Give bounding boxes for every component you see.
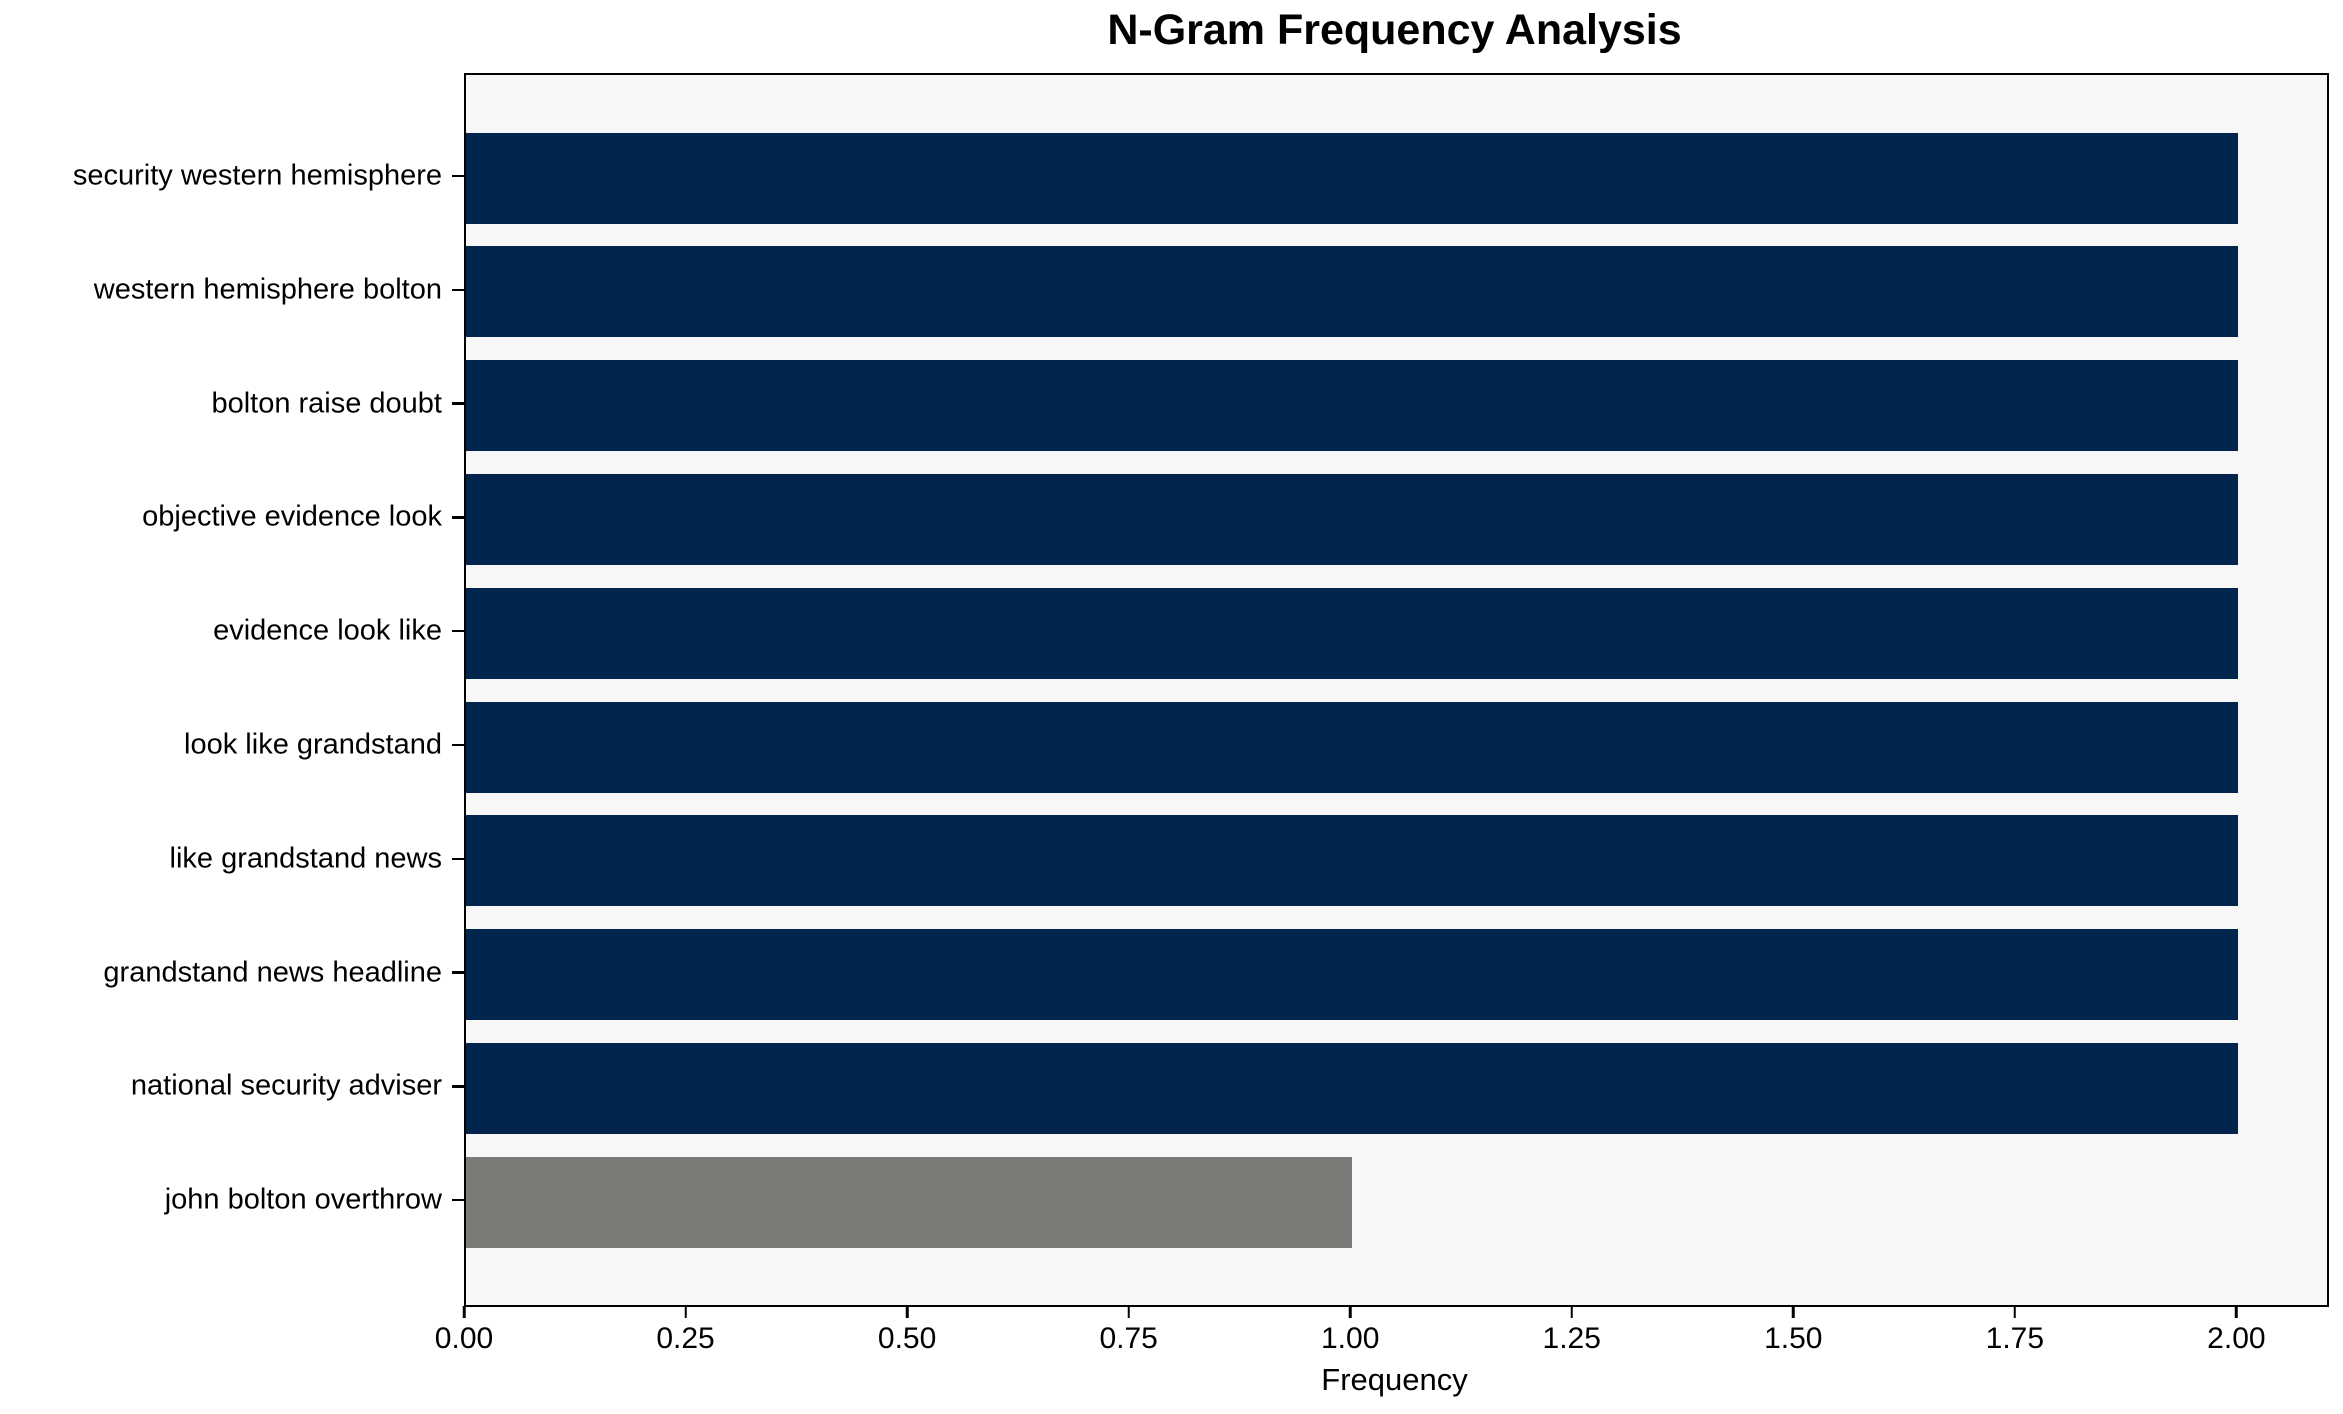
bar: [466, 929, 2239, 1021]
chart-title: N-Gram Frequency Analysis: [1107, 6, 1682, 54]
bar: [466, 701, 2239, 793]
x-tick-label: 0.00: [434, 1322, 494, 1355]
y-tick-mark: [452, 1085, 464, 1088]
y-tick-mark: [452, 857, 464, 861]
x-tick-label: 1.75: [1985, 1322, 2045, 1355]
y-tick-mark: [452, 402, 464, 405]
x-tick-mark: [462, 1305, 466, 1318]
plot-area: [464, 73, 2329, 1307]
x-tick-label: 2.00: [2207, 1322, 2266, 1355]
y-tick-label: objective evidence look: [142, 500, 442, 533]
x-tick-label: 0.25: [656, 1322, 715, 1355]
y-tick-label: bolton raise doubt: [211, 387, 442, 420]
x-tick-mark: [905, 1305, 909, 1318]
x-tick-mark: [2235, 1305, 2238, 1318]
y-tick-label: grandstand news headline: [103, 956, 442, 989]
y-tick-mark: [452, 174, 464, 178]
x-tick-mark: [2013, 1305, 2017, 1318]
x-tick-label: 1.00: [1320, 1322, 1380, 1355]
y-tick-label: security western hemisphere: [72, 159, 442, 192]
y-tick-label: evidence look like: [213, 614, 442, 647]
bar: [466, 360, 2239, 452]
x-tick-mark: [1348, 1305, 1352, 1318]
bar: [466, 246, 2239, 338]
bar: [466, 132, 2239, 224]
bar: [466, 1042, 2239, 1134]
y-tick-mark: [452, 629, 464, 633]
y-tick-mark: [452, 743, 464, 747]
x-tick-label: 1.50: [1764, 1322, 1823, 1355]
y-tick-label: western hemisphere bolton: [93, 273, 442, 306]
y-tick-mark: [452, 971, 464, 974]
y-tick-label: like grandstand news: [169, 842, 442, 875]
y-tick-mark: [452, 288, 464, 292]
y-tick-mark: [452, 516, 464, 519]
x-tick-label: 1.25: [1542, 1322, 1601, 1355]
x-tick-label: 0.75: [1099, 1322, 1158, 1355]
bar: [466, 473, 2239, 565]
x-tick-mark: [1570, 1305, 1573, 1318]
y-tick-label: john bolton overthrow: [164, 1183, 442, 1216]
y-tick-mark: [452, 1198, 464, 1202]
y-tick-label: look like grandstand: [184, 728, 442, 761]
bar: [466, 815, 2239, 907]
bar: [466, 587, 2239, 679]
x-tick-mark: [1127, 1305, 1130, 1318]
x-tick-label: 0.50: [877, 1322, 937, 1355]
x-tick-mark: [684, 1305, 687, 1318]
y-tick-label: national security adviser: [130, 1069, 442, 1102]
bar: [466, 1156, 1353, 1248]
x-axis-label: Frequency: [1321, 1362, 1468, 1397]
x-tick-mark: [1792, 1305, 1795, 1318]
